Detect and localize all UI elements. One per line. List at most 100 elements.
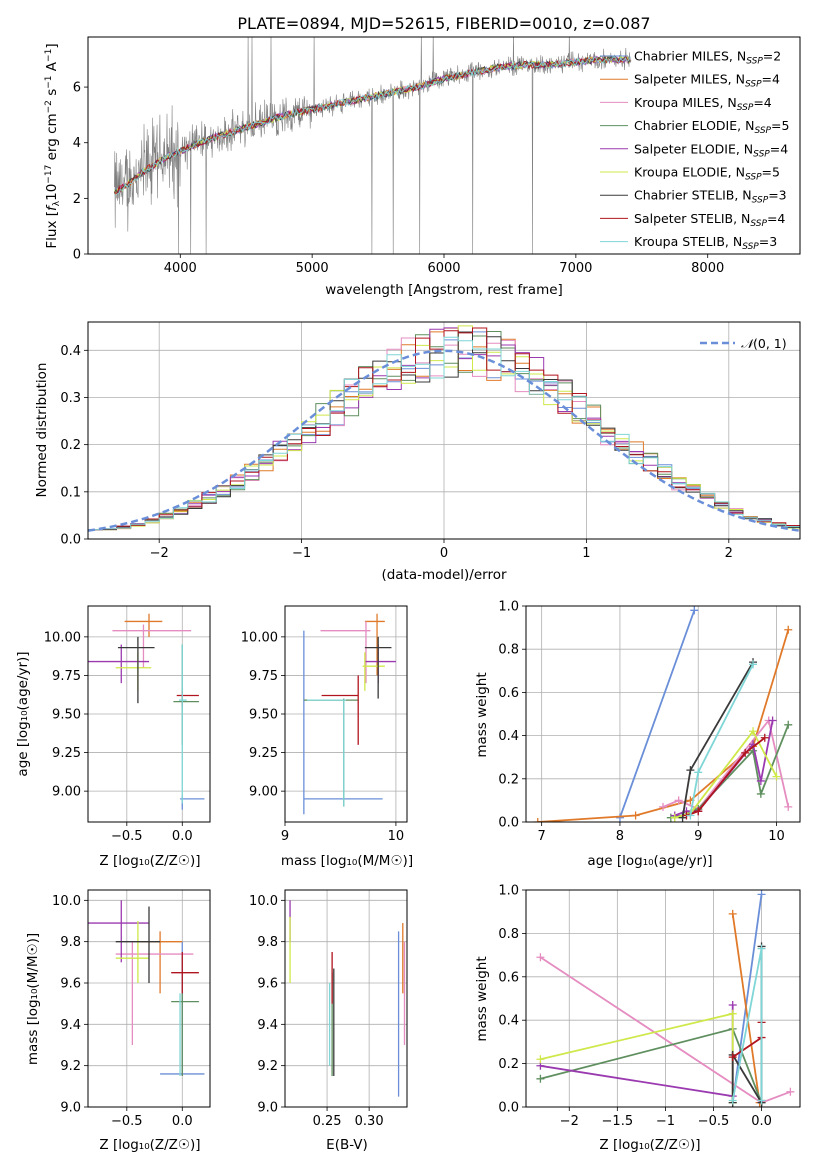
wAge-xlabel: age [log₁₀(age/yr)] [587,853,712,869]
y-tick-label: 0.0 [498,1101,519,1116]
x-tick-label: 10 [768,829,785,844]
weight-point-8 [760,733,769,742]
weight-point-6 [670,813,679,822]
weight-point-3 [674,796,683,805]
wZ-xlabel: Z [log₁₀(Z/Z☉)] [599,1137,700,1153]
spectrum-plot-area [113,37,632,254]
y-tick-label: 9.4 [257,1018,278,1033]
weight-point-6 [749,727,758,736]
y-tick-label: 9.8 [60,935,81,950]
normal-reference-curve [88,349,800,532]
x-tick-label: 10 [388,829,405,844]
x-tick-label: 5000 [296,261,329,276]
x-tick-label: 4000 [164,261,197,276]
y-tick-label: 6 [73,81,81,96]
weight-point-3 [784,802,793,811]
y-tick-label: 9.00 [249,785,278,800]
weight-point-4 [536,1074,545,1083]
weight-point-9 [757,1096,766,1105]
x-tick-label: 8000 [691,261,724,276]
x-tick-label: 2 [725,546,733,561]
y-tick-label: 9.0 [257,1101,278,1116]
y-tick-label: 10.00 [44,630,81,645]
mass-vs-metallicity-panel: −0.5 0.0 9.0 9.2 9.4 9.6 9.8 10.0 [52,889,211,1129]
x-tick-label: 0.0 [751,1114,772,1129]
y-tick-label: 4 [73,136,81,151]
weight-point-6 [728,1009,737,1018]
weight-point-4 [784,720,793,729]
weight-vs-age-panel: 7 8 9 10 0.0 0.2 0.4 0.6 0.8 1.0 [498,600,801,844]
weight-series-8 [686,737,766,817]
y-tick-label: 9.0 [60,1101,81,1116]
x-tick-label: 0.30 [355,1114,384,1129]
mass_vs_Z-plot-area [88,900,205,1076]
x-tick-label: 7000 [559,261,592,276]
x-tick-label: 0.0 [172,1114,193,1129]
y-tick-label: 1.0 [498,600,519,615]
hist-ylabel: Normed distribution [34,363,50,498]
axes-frame [525,605,801,823]
y-tick-label: 0.1 [60,485,81,500]
mass_vs_EBV-plot-area [289,900,406,1097]
axes-frame [284,605,408,823]
axes-frame [87,889,211,1108]
legend-label-2: Salpeter MILES, NSSP=4 [634,72,780,90]
y-tick-label: 9.75 [249,669,278,684]
y-tick-label: 9.25 [52,746,81,761]
x-tick-label: 0.0 [172,829,193,844]
weight-point-9 [694,768,703,777]
weight-point-2 [631,811,640,820]
weight-point-2 [728,909,737,918]
mass-vs-ebv-panel: 0.25 0.30 9.0 9.2 9.4 9.6 9.8 10.0 [249,889,408,1129]
mass-ylabel: mass [log₁₀(M/M☉)] [25,933,41,1065]
weight-series-1 [731,894,763,1103]
weight-point-9 [686,811,695,820]
weight-point-9 [749,660,758,669]
x-tick-label: 0.25 [313,1114,342,1129]
weight-point-3 [786,1087,795,1096]
weight-vs-metallicity-panel: −2 −1.5 −1 −0.5 0.0 0.0 0.2 0.4 0.6 0.8 1.0 [498,884,801,1129]
legend-label-1: Chabrier MILES, NSSP=2 [634,49,781,67]
y-tick-label: 0.0 [498,816,519,831]
y-tick-label: 9.75 [52,669,81,684]
y-tick-label: 0.8 [498,643,519,658]
weight-point-8 [741,748,750,757]
y-tick-label: 0.2 [60,438,81,453]
hist-xlabel: (data-model)/error [381,567,507,583]
x-tick-label: −2 [150,546,169,561]
hist-plot-area [88,325,800,532]
y-tick-label: 0.2 [498,1057,519,1072]
age-ylabel: age [log₁₀(age/yr)] [15,651,31,776]
legend-label-5: Salpeter ELODIE, NSSP=4 [634,141,788,159]
weight-point-6 [536,1055,545,1064]
weight_vs_Z-plot-area [536,890,795,1107]
y-tick-label: 0.3 [60,391,81,406]
weight-point-8 [728,1053,737,1062]
x-tick-label: −0.5 [111,1114,143,1129]
mE-xlabel: E(B-V) [326,1137,368,1153]
age-vs-metallicity-panel: −0.5 0.0 9.00 9.25 9.50 9.75 10.00 [44,605,211,844]
y-tick-label: 9.8 [257,935,278,950]
y-tick-label: 1.0 [498,884,519,899]
y-tick-label: 10.0 [52,894,81,909]
y-tick-label: 9.50 [249,708,278,723]
legend-label-4: Chabrier ELODIE, NSSP=5 [634,118,789,136]
legend-label-7: Chabrier STELIB, NSSP=3 [634,188,787,206]
weight-point-3 [536,953,545,962]
y-tick-label: 9.25 [249,746,278,761]
y-tick-label: 0.6 [498,686,519,701]
mZ-xlabel: Z [log₁₀(Z/Z☉)] [99,1137,200,1153]
y-tick-label: 9.6 [60,977,81,992]
weight-point-5 [756,776,765,785]
residual-histogram-6 [88,325,800,531]
legend-label-9: Kroupa STELIB, NSSP=3 [634,234,777,252]
x-tick-label: −2 [560,1114,579,1129]
wZ-ylabel: mass weight [474,956,490,1041]
axes-frame [87,321,801,540]
hist-legend: 𝒩(0, 1) [700,336,787,351]
y-tick-label: 0.8 [498,927,519,942]
wAge-ylabel: mass weight [474,672,490,757]
weight-point-1 [690,606,699,615]
y-tick-label: 0.2 [498,772,519,787]
x-tick-label: 7 [538,829,546,844]
